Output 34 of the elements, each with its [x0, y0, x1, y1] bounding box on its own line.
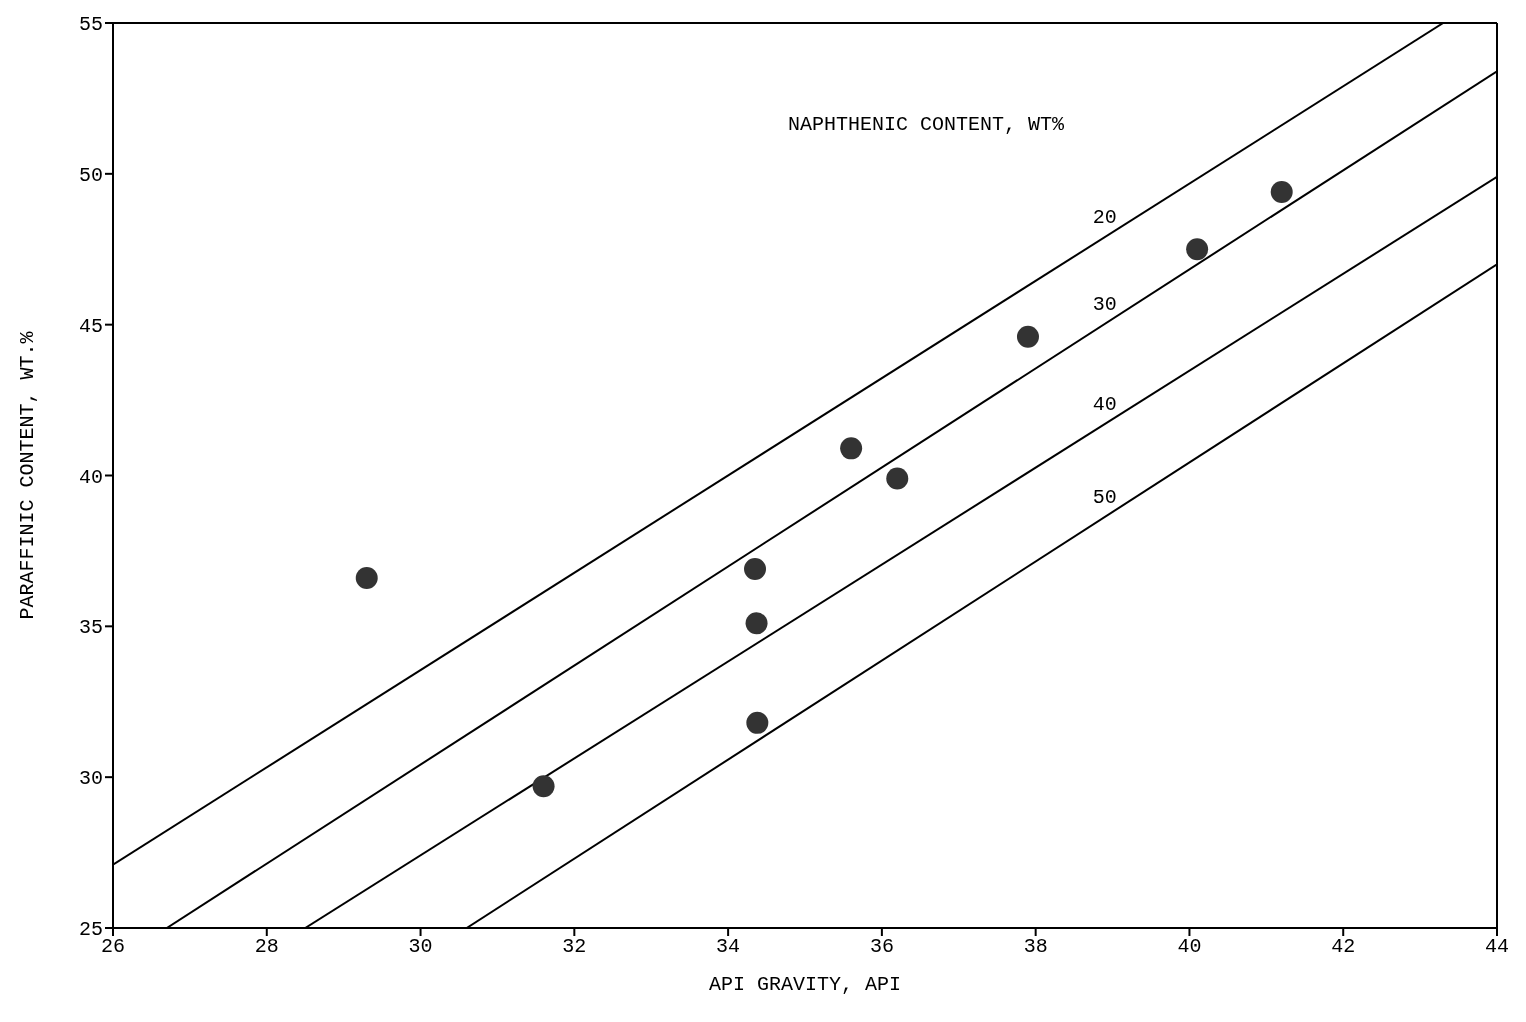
x-axis-title: API GRAVITY, API	[708, 973, 902, 996]
y-tick-label: 55	[78, 13, 103, 37]
y-tick-label: 30	[78, 767, 103, 791]
y-tick-label: 45	[78, 314, 103, 338]
point	[1270, 180, 1293, 203]
y-tick-label: 50	[78, 163, 103, 187]
series-label: 20	[1092, 206, 1117, 230]
point	[1186, 238, 1209, 261]
x-tick-label: 28	[254, 935, 279, 959]
y-axis-title: PARAFFINIC CONTENT, WT.%	[16, 330, 40, 620]
x-tick-label: 34	[716, 935, 741, 959]
series-label: 30	[1092, 292, 1117, 316]
y-tick-label: 40	[78, 465, 103, 489]
x-tick-label: 44	[1484, 935, 1510, 959]
x-tick-label: 26	[100, 935, 126, 959]
y-tick-label: 25	[78, 918, 103, 942]
annotation: NAPHTHENIC CONTENT, WT%	[788, 113, 1065, 136]
x-tick-label: 32	[562, 935, 587, 959]
point	[745, 612, 768, 635]
series-label: 40	[1092, 393, 1117, 416]
point	[886, 467, 909, 490]
x-tick-label: 42	[1331, 935, 1356, 959]
point	[744, 558, 767, 581]
y-tick-label: 35	[78, 616, 103, 640]
x-tick-label: 38	[1023, 935, 1048, 959]
point	[746, 711, 769, 734]
series-label: 50	[1092, 485, 1117, 509]
x-tick-label: 30	[408, 935, 433, 959]
x-tick-label: 40	[1177, 935, 1202, 959]
point	[355, 567, 378, 590]
point	[532, 775, 555, 798]
point	[840, 437, 863, 460]
x-tick-label: 36	[869, 935, 894, 959]
point	[1016, 325, 1039, 348]
